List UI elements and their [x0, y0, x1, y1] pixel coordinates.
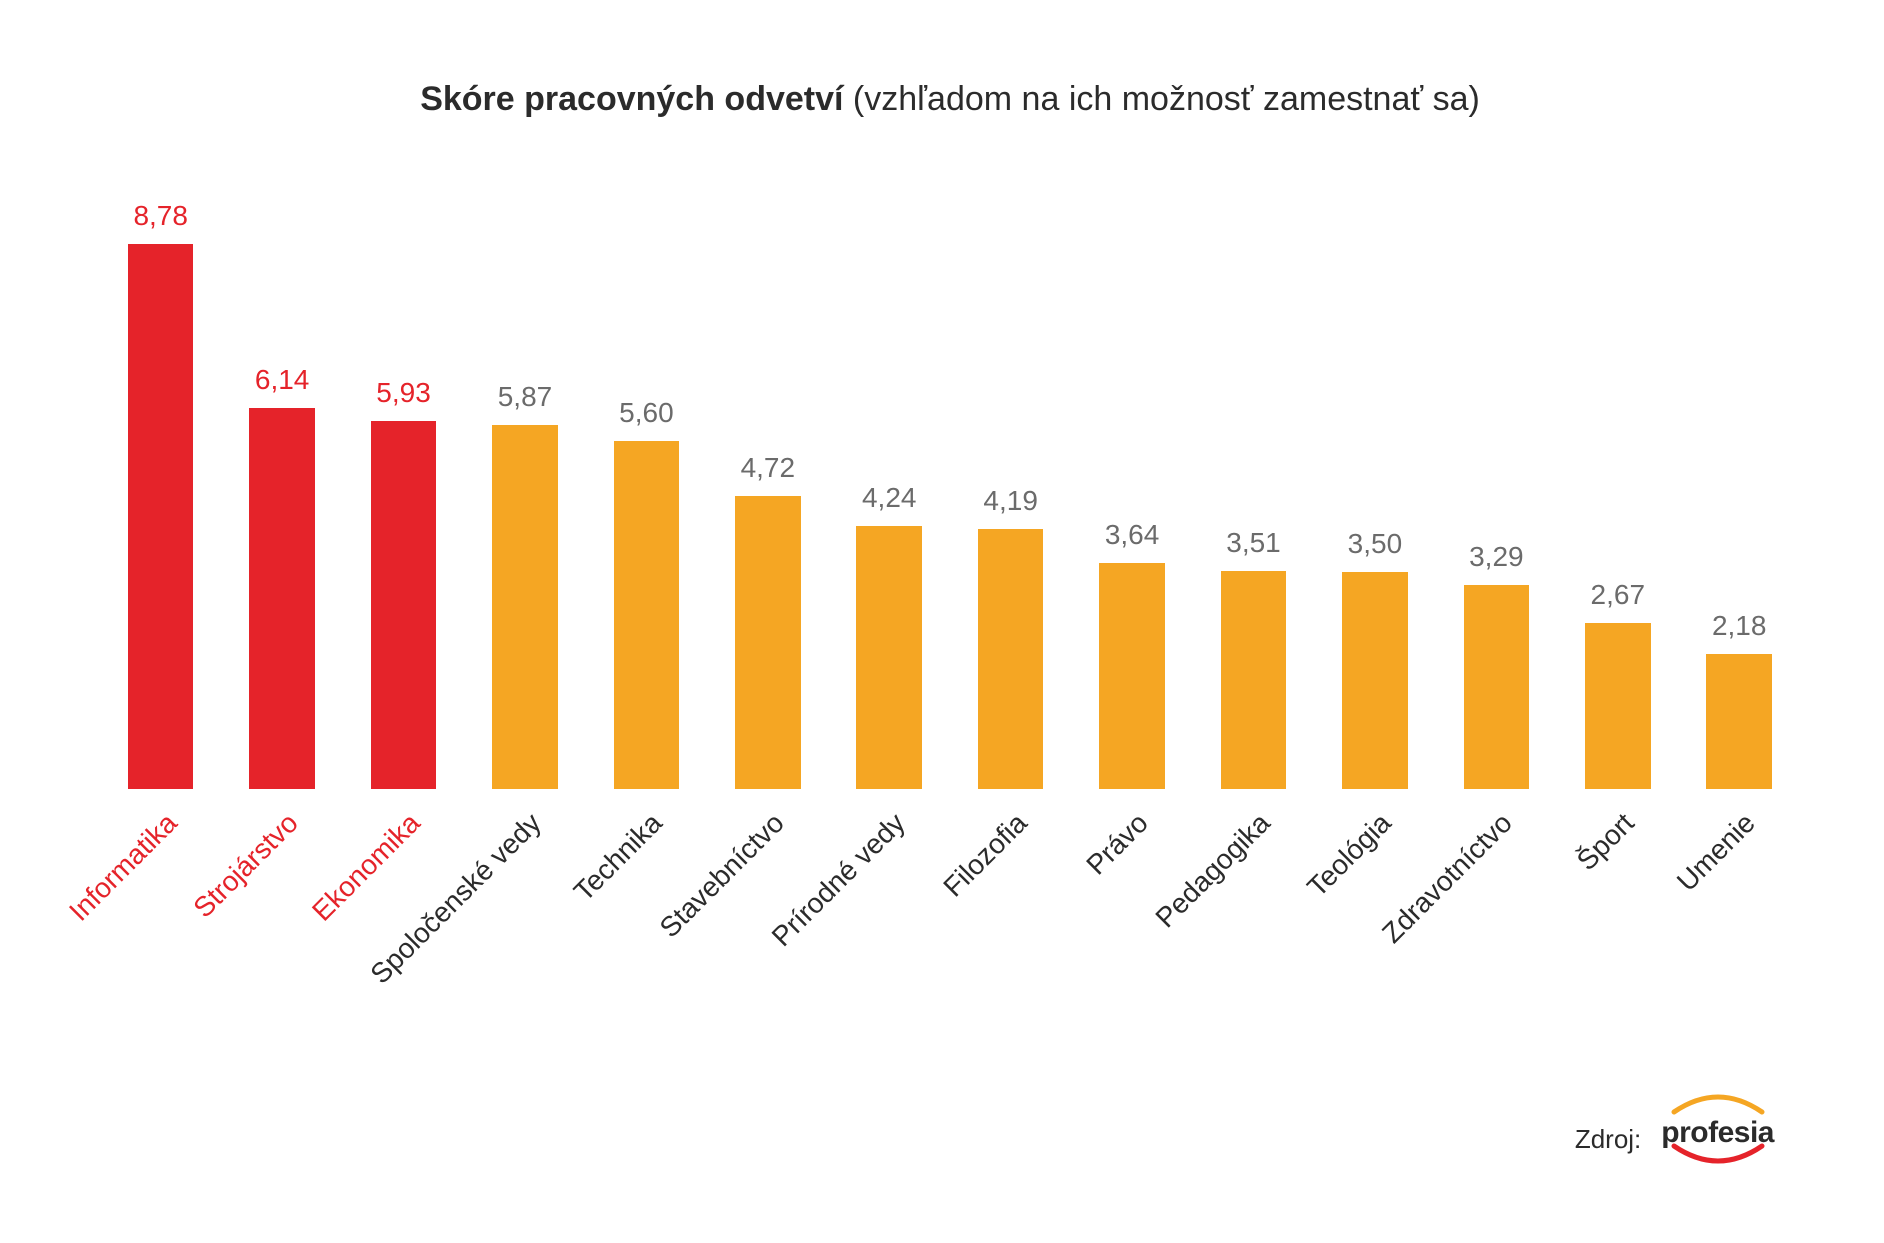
- bar-slot: 5,87: [464, 189, 585, 789]
- bar-value-label: 4,19: [983, 485, 1038, 517]
- bar-value-label: 8,78: [133, 200, 188, 232]
- x-label-slot: Prírodné vedy: [829, 807, 950, 1027]
- profesia-logo: profesia: [1661, 1110, 1774, 1168]
- logo-arc-icon: [1668, 1140, 1768, 1168]
- bar-slot: 3,64: [1071, 189, 1192, 789]
- logo-arc-icon: [1668, 1090, 1768, 1118]
- bar-slot: 4,19: [950, 189, 1071, 789]
- x-axis-label: Informatika: [63, 807, 184, 928]
- bar-value-label: 2,18: [1712, 610, 1767, 642]
- source-label: Zdroj:: [1575, 1124, 1641, 1155]
- bar-slot: 5,93: [343, 189, 464, 789]
- bar: [492, 425, 558, 789]
- x-label-slot: Pedagogika: [1193, 807, 1314, 1027]
- chart-title-bold: Skóre pracovných odvetví: [420, 80, 843, 118]
- bar-value-label: 4,24: [862, 482, 917, 514]
- bar-slot: 8,78: [100, 189, 221, 789]
- source-attribution: Zdroj: profesia: [1575, 1110, 1774, 1168]
- bar: [735, 496, 801, 789]
- bar: [1221, 571, 1287, 789]
- bar-value-label: 4,72: [741, 452, 796, 484]
- bar: [1099, 563, 1165, 789]
- x-axis-labels: InformatikaStrojárstvoEkonomikaSpoločens…: [100, 807, 1800, 1027]
- bar-slot: 3,51: [1193, 189, 1314, 789]
- bar: [856, 526, 922, 789]
- bar-value-label: 2,67: [1591, 579, 1646, 611]
- bar-value-label: 3,29: [1469, 541, 1524, 573]
- bar: [1342, 572, 1408, 789]
- bar-chart: Skóre pracovných odvetví (vzhľadom na ic…: [100, 80, 1800, 1027]
- chart-title: Skóre pracovných odvetví (vzhľadom na ic…: [100, 80, 1800, 119]
- bar-slot: 4,72: [707, 189, 828, 789]
- bar: [614, 441, 680, 789]
- bar-value-label: 3,51: [1226, 527, 1281, 559]
- bar-value-label: 5,60: [619, 397, 674, 429]
- bar-value-label: 5,93: [376, 377, 431, 409]
- x-label-slot: Spoločenské vedy: [464, 807, 585, 1027]
- x-axis-label: Filozofia: [937, 807, 1033, 903]
- bar: [128, 244, 194, 789]
- bar-slot: 3,29: [1436, 189, 1557, 789]
- x-axis-label: Teológia: [1301, 807, 1397, 903]
- bar-value-label: 3,50: [1348, 528, 1403, 560]
- bar-value-label: 3,64: [1105, 519, 1160, 551]
- x-label-slot: Umenie: [1678, 807, 1799, 1027]
- bar: [1706, 654, 1772, 789]
- x-label-slot: Šport: [1557, 807, 1678, 1027]
- bar: [1464, 585, 1530, 789]
- bar: [371, 421, 437, 789]
- x-axis-label: Šport: [1570, 807, 1640, 877]
- bar-slot: 5,60: [586, 189, 707, 789]
- chart-title-regular: (vzhľadom na ich možnosť zamestnať sa): [843, 80, 1479, 118]
- plot-area: 8,78 6,14 5,93 5,87 5,60 4,72 4,24 4,19 3,64 3,51…: [100, 189, 1800, 789]
- bar-slot: 3,50: [1314, 189, 1435, 789]
- bar-slot: 4,24: [829, 189, 950, 789]
- bar: [978, 529, 1044, 789]
- bar: [1585, 623, 1651, 789]
- bar-slot: 6,14: [221, 189, 342, 789]
- bar-value-label: 5,87: [498, 381, 553, 413]
- x-label-slot: Zdravotníctvo: [1436, 807, 1557, 1027]
- bar-slot: 2,18: [1678, 189, 1799, 789]
- x-label-slot: Filozofia: [950, 807, 1071, 1027]
- x-axis-label: Právo: [1080, 807, 1154, 881]
- bar-slot: 2,67: [1557, 189, 1678, 789]
- bar-value-label: 6,14: [255, 364, 310, 396]
- bar: [249, 408, 315, 789]
- x-axis-label: Umenie: [1671, 807, 1762, 898]
